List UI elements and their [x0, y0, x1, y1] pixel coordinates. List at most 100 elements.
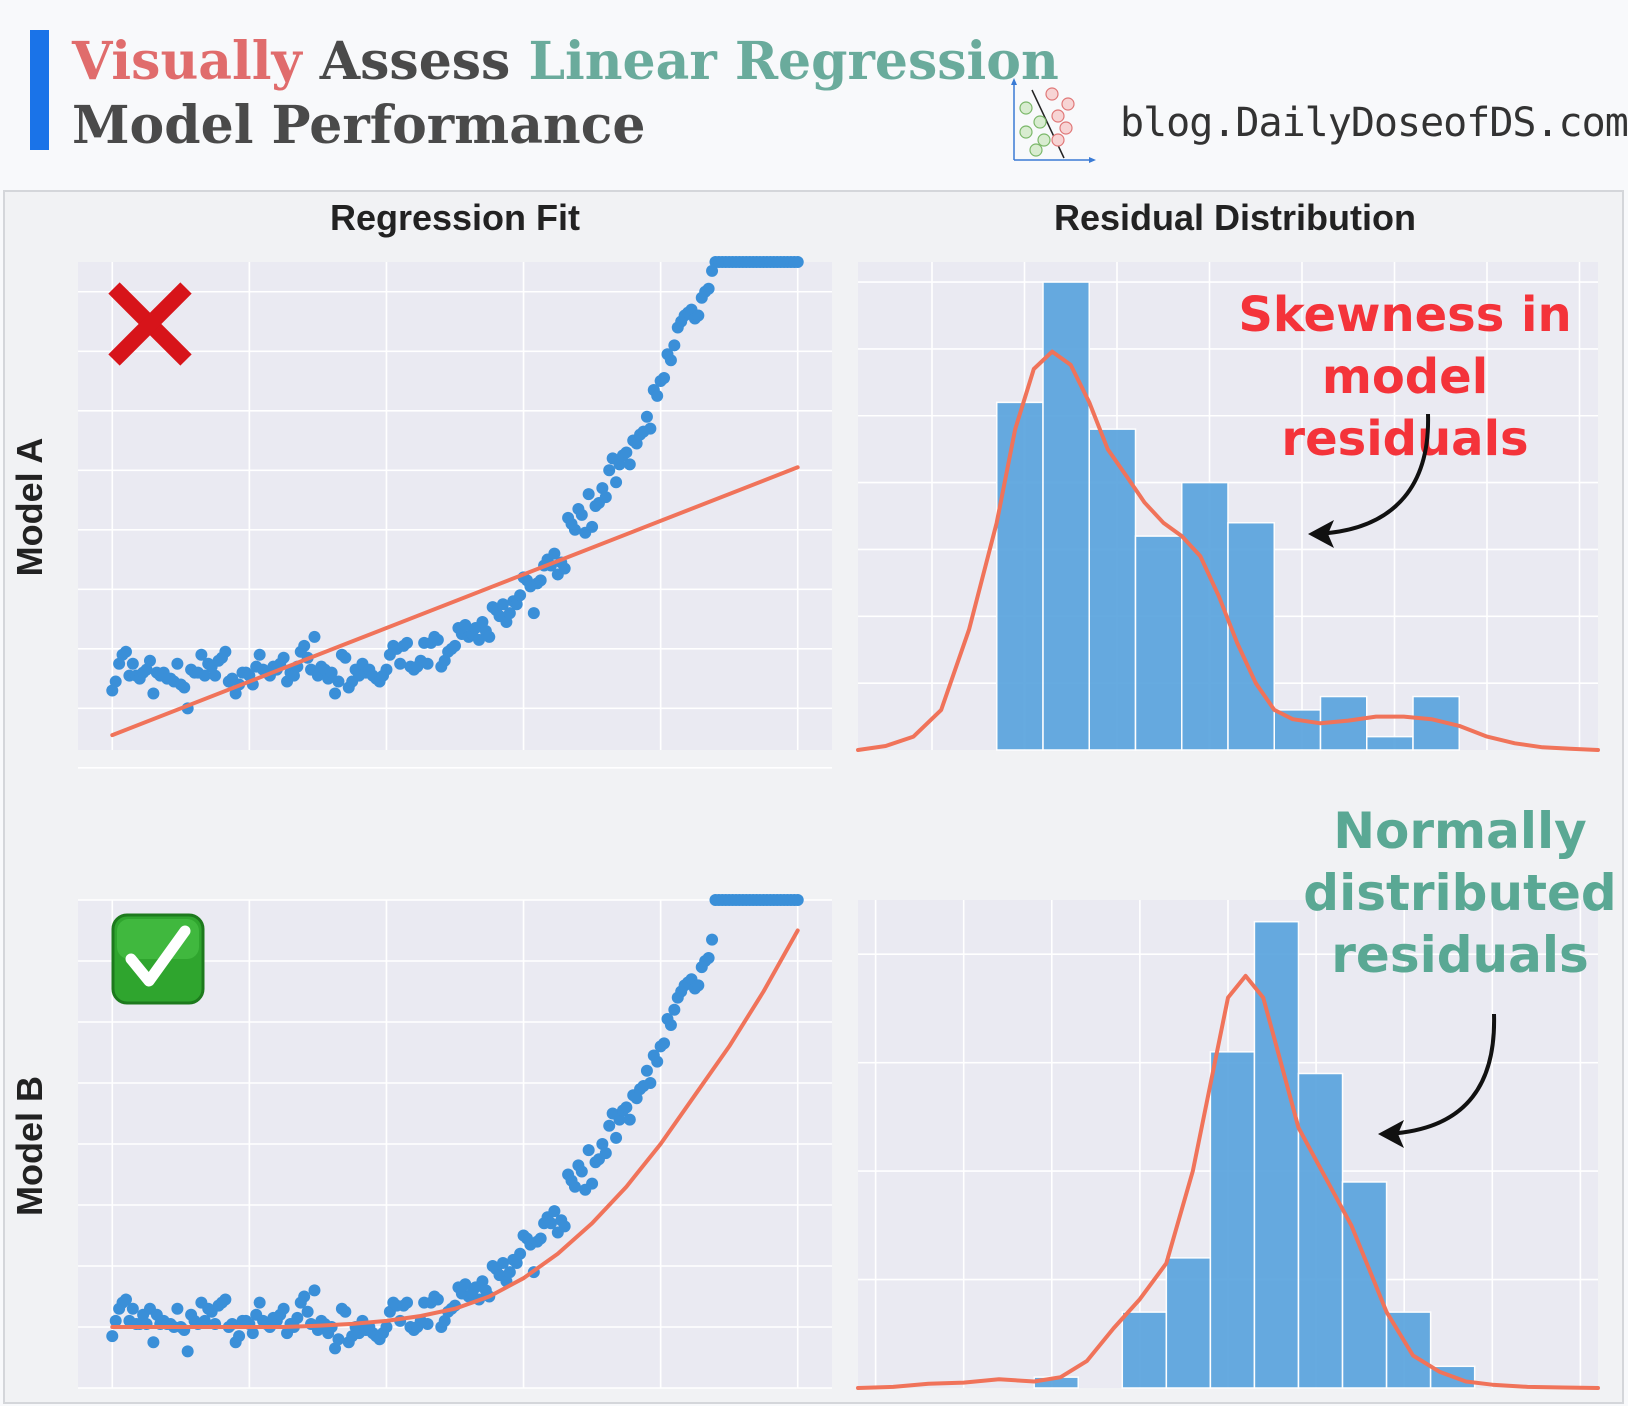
model-a-regression-plot — [78, 256, 832, 769]
data-point — [651, 389, 664, 402]
data-point — [380, 663, 393, 676]
data-point — [472, 633, 485, 646]
annotation-line: distributed — [1303, 864, 1617, 922]
data-point — [476, 1275, 489, 1288]
data-point — [582, 1144, 595, 1157]
data-point — [510, 1256, 523, 1269]
model-a-residual-histogram — [856, 262, 1600, 752]
arrow-icon — [1308, 413, 1431, 548]
data-point — [702, 282, 715, 295]
data-point — [548, 1205, 561, 1218]
data-point — [692, 309, 705, 322]
data-point — [119, 645, 132, 658]
data-point — [253, 1296, 266, 1309]
title-line-2: Model Performance — [72, 95, 646, 156]
data-point — [558, 1220, 571, 1233]
title-word-linear-regression: Linear Regression — [528, 31, 1059, 92]
annotation-line: residuals — [1331, 926, 1589, 984]
data-point — [147, 687, 160, 700]
data-point — [640, 1064, 653, 1077]
data-point — [277, 651, 290, 664]
histogram-bar — [1181, 481, 1229, 751]
data-point — [668, 1003, 681, 1016]
data-point — [233, 1330, 246, 1343]
histogram-bar — [996, 401, 1044, 751]
data-point — [568, 523, 581, 536]
column-title-regression-fit: Regression Fit — [329, 197, 581, 238]
model-b-residual-histogram — [856, 900, 1600, 1390]
data-point — [613, 1113, 626, 1126]
scatter-classifier-icon — [1011, 78, 1096, 163]
data-point — [178, 681, 191, 694]
data-point — [496, 598, 509, 611]
data-point — [527, 607, 540, 620]
data-point — [106, 1330, 119, 1343]
data-point — [644, 1077, 657, 1089]
histogram-bar — [1297, 1072, 1344, 1389]
data-point — [503, 1266, 516, 1279]
data-point — [308, 630, 321, 643]
histogram-bar — [1121, 1311, 1168, 1389]
data-point — [620, 446, 633, 459]
data-point — [459, 619, 472, 632]
data-point — [246, 1327, 259, 1340]
row-label-model-a: Model A — [9, 437, 50, 577]
data-point — [668, 339, 681, 352]
data-point — [599, 491, 612, 504]
data-point — [394, 657, 407, 670]
data-point — [438, 1314, 451, 1327]
data-point — [644, 422, 657, 435]
green-check-icon — [111, 913, 205, 1005]
histogram-bar — [1165, 1257, 1212, 1389]
data-point — [421, 1317, 434, 1330]
histogram-bar — [1273, 709, 1322, 751]
histogram-bar — [1253, 920, 1300, 1389]
data-point — [198, 1314, 211, 1327]
data-point — [253, 648, 266, 661]
data-point — [610, 1131, 623, 1144]
data-point — [339, 1305, 352, 1318]
data-point — [630, 1092, 643, 1105]
data-point — [459, 1278, 472, 1291]
data-point — [599, 1147, 612, 1160]
column-title-residual-distribution: Residual Distribution — [1053, 197, 1417, 238]
data-point — [558, 562, 571, 575]
data-point — [143, 654, 156, 667]
fit-line — [110, 928, 800, 1329]
data-point — [109, 675, 122, 688]
data-point — [544, 1217, 557, 1230]
data-point — [791, 894, 804, 906]
site-url[interactable]: blog.DailyDoseofDS.com — [1120, 100, 1628, 146]
data-point — [610, 476, 623, 489]
data-point — [651, 1055, 664, 1068]
histogram-bar — [1366, 735, 1414, 751]
data-point — [449, 639, 461, 652]
annotation-line: Normally — [1333, 802, 1587, 860]
data-point — [171, 1302, 184, 1315]
data-point — [329, 1342, 342, 1355]
data-point — [534, 1232, 547, 1245]
data-point — [401, 636, 414, 649]
data-point — [277, 1302, 290, 1315]
data-point — [198, 669, 211, 682]
data-point — [219, 1293, 232, 1306]
annotation-line: Skewness in — [1238, 287, 1572, 343]
data-point — [483, 630, 496, 643]
red-cross-icon — [108, 282, 192, 366]
data-point — [291, 1311, 304, 1324]
data-point — [339, 651, 352, 664]
data-point — [298, 639, 311, 652]
title-word-visually: Visually — [72, 31, 302, 92]
data-point — [706, 933, 719, 946]
data-point — [620, 1101, 633, 1114]
data-point — [325, 666, 338, 679]
data-point — [548, 547, 561, 560]
data-point — [534, 574, 547, 587]
data-point — [431, 633, 444, 646]
data-point — [664, 354, 677, 367]
kde-curve — [856, 973, 1600, 1390]
histogram-bar — [1134, 535, 1183, 751]
data-point — [623, 458, 636, 471]
histogram-bar — [1341, 1181, 1388, 1389]
plot-background — [78, 262, 832, 750]
